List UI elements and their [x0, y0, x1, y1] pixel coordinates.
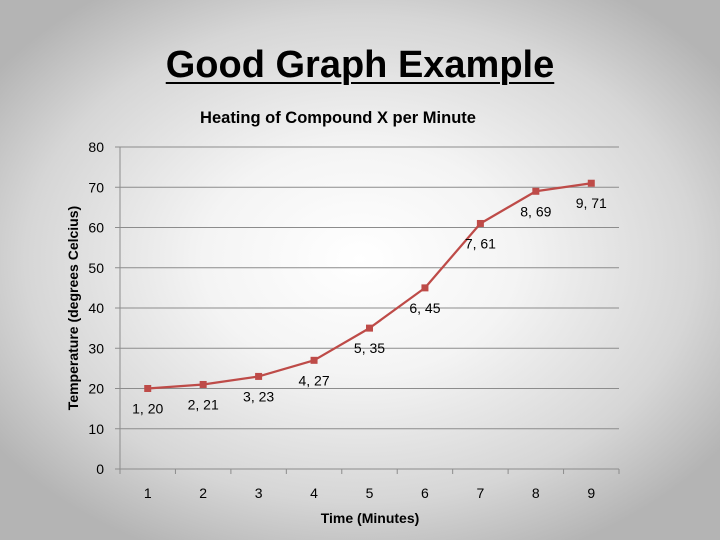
slide-title: Good Graph Example	[165, 44, 555, 86]
data-label: 2, 21	[188, 396, 219, 412]
series-temperature	[144, 179, 595, 392]
chart-title: Heating of Compound X per Minute	[200, 109, 476, 127]
data-point	[310, 356, 318, 364]
data-point	[366, 324, 373, 332]
y-tick-label: 70	[88, 179, 104, 195]
y-tick-label: 80	[88, 139, 104, 155]
y-tick-labels: 0 10 20 30 40 50 60 70 80	[88, 139, 104, 477]
data-point	[144, 385, 152, 392]
data-point	[255, 372, 263, 380]
x-axis-label: Time (Minutes)	[321, 510, 420, 526]
x-tick-label: 5	[366, 485, 374, 501]
axes	[115, 146, 620, 474]
data-label: 8, 69	[520, 203, 551, 219]
data-label: 5, 35	[354, 340, 385, 356]
x-tick-label: 6	[421, 485, 429, 501]
data-labels: 1, 20 2, 21 3, 23 4, 27 5, 35 6, 45 7, 61 8, 69…	[132, 195, 607, 416]
data-point	[421, 284, 429, 292]
y-tick-label: 10	[88, 421, 104, 437]
x-tick-label: 8	[532, 485, 540, 501]
y-tick-label: 30	[88, 340, 104, 356]
x-tick-label: 4	[310, 485, 318, 501]
y-tick-label: 50	[88, 260, 104, 276]
data-point	[587, 179, 595, 187]
y-tick-label: 0	[96, 461, 104, 477]
data-label: 7, 61	[465, 235, 496, 251]
x-tick-label: 9	[587, 485, 595, 501]
x-tick-label: 2	[199, 485, 207, 501]
x-tick-label: 1	[144, 485, 152, 501]
y-tick-label: 60	[88, 220, 104, 236]
data-label: 4, 27	[298, 372, 329, 388]
data-label: 6, 45	[409, 300, 440, 316]
x-tick-label: 3	[255, 485, 263, 501]
y-tick-label: 20	[88, 381, 104, 397]
data-label: 1, 20	[132, 401, 163, 417]
data-point	[532, 187, 540, 195]
data-label: 9, 71	[576, 195, 607, 211]
y-axis-label: Temperature (degrees Celcius)	[65, 206, 81, 410]
y-tick-label: 40	[88, 300, 104, 316]
x-tick-labels: 1 2 3 4 5 6 7 8 9	[144, 485, 596, 501]
data-label: 3, 23	[243, 388, 274, 404]
x-tick-label: 7	[476, 485, 484, 501]
gridlines	[120, 146, 619, 430]
data-point	[476, 219, 484, 227]
data-point	[199, 380, 207, 388]
